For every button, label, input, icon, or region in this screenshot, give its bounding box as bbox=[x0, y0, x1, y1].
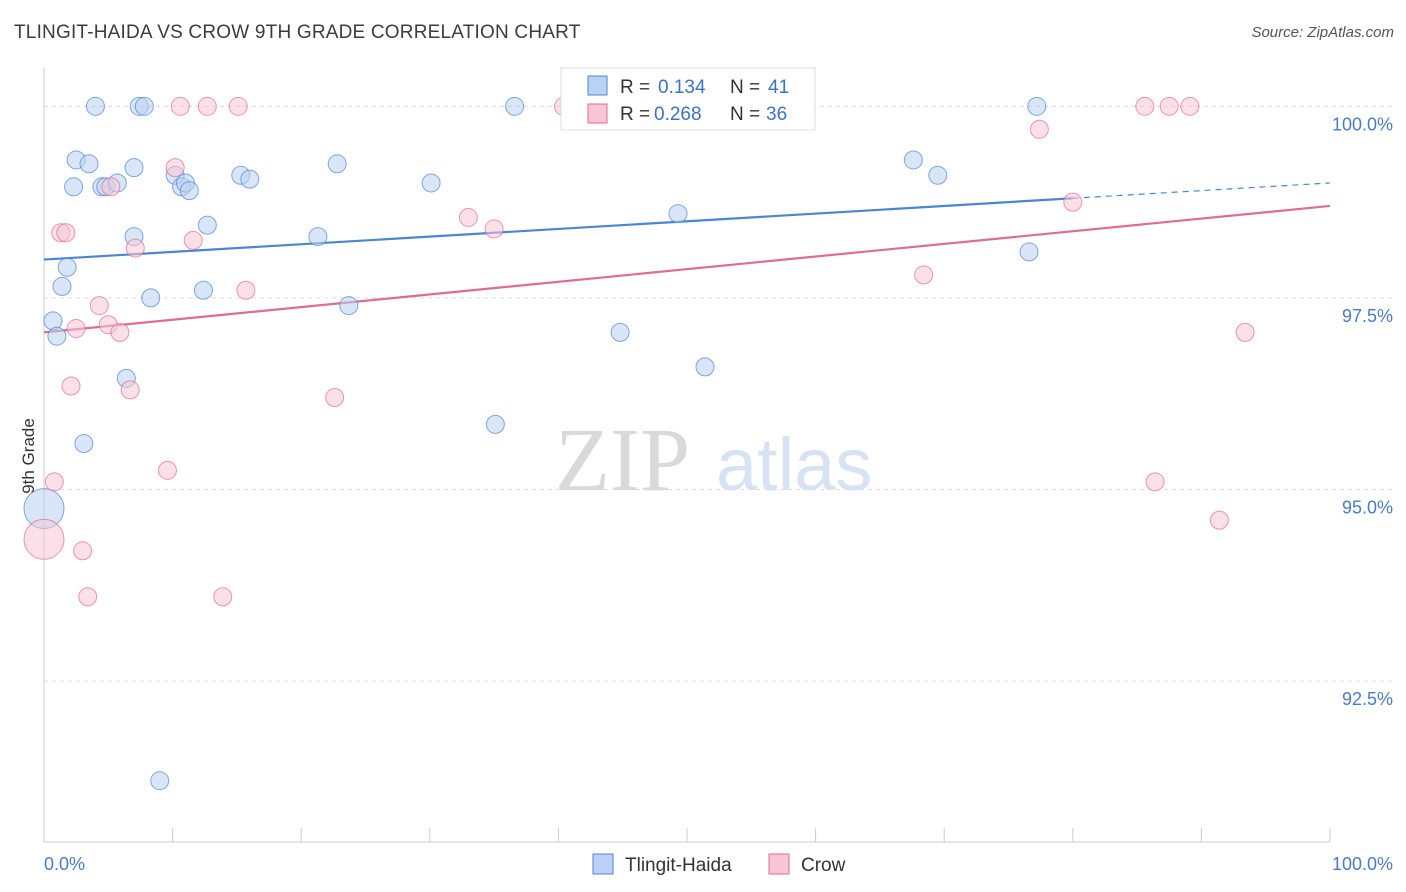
series-legend: Tlingit-Haida Crow bbox=[592, 853, 846, 876]
x-tick-label-right: 100.0% bbox=[1332, 854, 1393, 874]
legend-n-value-tlingit-haida: 41 bbox=[768, 77, 789, 98]
point-crow bbox=[61, 376, 81, 396]
source-credit: Source: ZipAtlas.com bbox=[1251, 24, 1394, 41]
point-crow bbox=[183, 230, 203, 250]
legend-r-value-crow: 0.268 bbox=[654, 104, 702, 125]
point-tlingit-haida bbox=[327, 154, 347, 174]
legend-n-label-2: N = bbox=[730, 104, 760, 125]
trend-line-tlingit-haida bbox=[43, 197, 1073, 261]
point-crow bbox=[101, 177, 121, 197]
point-crow bbox=[1180, 96, 1200, 116]
point-tlingit-haida bbox=[79, 154, 99, 174]
point-crow bbox=[73, 541, 93, 561]
point-tlingit-haida bbox=[610, 322, 630, 342]
point-crow bbox=[110, 322, 130, 342]
legend-n-value-crow: 36 bbox=[766, 104, 787, 125]
point-tlingit-haida bbox=[308, 227, 328, 247]
point-crow bbox=[89, 296, 109, 316]
bottom-legend-swatch-crow bbox=[768, 853, 790, 875]
point-crow bbox=[157, 460, 177, 480]
point-crow bbox=[78, 587, 98, 607]
y-tick-label: 92.5% bbox=[1342, 689, 1393, 709]
bottom-legend-label-crow: Crow bbox=[801, 855, 846, 876]
point-crow bbox=[44, 472, 64, 492]
y-tick-label: 100.0% bbox=[1332, 114, 1393, 134]
point-tlingit-haida bbox=[124, 158, 144, 178]
point-crow bbox=[66, 319, 86, 339]
point-crow bbox=[23, 518, 65, 560]
point-crow bbox=[120, 380, 140, 400]
point-crow bbox=[170, 96, 190, 116]
watermark-zip: ZIP bbox=[555, 411, 690, 510]
point-tlingit-haida bbox=[339, 296, 359, 316]
point-crow bbox=[1063, 192, 1083, 212]
bottom-legend-swatch-tlingit-haida bbox=[592, 853, 614, 875]
point-tlingit-haida bbox=[52, 276, 72, 296]
trend-line-extension bbox=[1072, 182, 1331, 199]
point-tlingit-haida bbox=[668, 204, 688, 224]
point-tlingit-haida bbox=[47, 326, 67, 346]
point-tlingit-haida bbox=[141, 288, 161, 308]
point-crow bbox=[1135, 96, 1155, 116]
point-crow bbox=[213, 587, 233, 607]
legend-n-label-1: N = bbox=[730, 77, 760, 98]
point-tlingit-haida bbox=[928, 165, 948, 185]
point-crow bbox=[197, 96, 217, 116]
point-tlingit-haida bbox=[134, 96, 154, 116]
point-tlingit-haida bbox=[193, 280, 213, 300]
point-crow bbox=[1209, 510, 1229, 530]
watermark-atlas: atlas bbox=[716, 423, 872, 506]
point-tlingit-haida bbox=[57, 257, 77, 277]
chart-title: TLINGIT-HAIDA VS CROW 9TH GRADE CORRELAT… bbox=[14, 22, 581, 43]
point-crow bbox=[1145, 472, 1165, 492]
point-tlingit-haida bbox=[1027, 96, 1047, 116]
data-points bbox=[23, 96, 1255, 791]
point-tlingit-haida bbox=[150, 771, 170, 791]
point-tlingit-haida bbox=[485, 414, 505, 434]
point-tlingit-haida bbox=[505, 96, 525, 116]
y-tick-labels: 100.0% 97.5% 95.0% 92.5% bbox=[1332, 114, 1393, 709]
point-crow bbox=[914, 265, 934, 285]
bottom-legend-label-tlingit-haida: Tlingit-Haida bbox=[625, 855, 732, 876]
legend-swatch-crow bbox=[587, 103, 608, 124]
legend-r-label-1: R = bbox=[620, 77, 650, 98]
point-tlingit-haida bbox=[903, 150, 923, 170]
point-tlingit-haida bbox=[197, 215, 217, 235]
grid-lines bbox=[44, 105, 1393, 682]
x-tick-label-left: 0.0% bbox=[44, 854, 85, 874]
point-tlingit-haida bbox=[240, 169, 260, 189]
legend-swatch-tlingit-haida bbox=[587, 75, 608, 96]
trend-line-crow bbox=[43, 204, 1331, 334]
point-tlingit-haida bbox=[695, 357, 715, 377]
axes bbox=[43, 68, 1331, 843]
point-tlingit-haida bbox=[421, 173, 441, 193]
point-tlingit-haida bbox=[74, 434, 94, 454]
point-tlingit-haida bbox=[85, 96, 105, 116]
point-crow bbox=[1159, 96, 1179, 116]
point-crow bbox=[228, 96, 248, 116]
point-tlingit-haida bbox=[64, 177, 84, 197]
point-tlingit-haida bbox=[179, 181, 199, 201]
point-crow bbox=[125, 238, 145, 258]
legend-r-label-2: R = bbox=[620, 104, 650, 125]
trend-lines bbox=[43, 182, 1331, 334]
correlation-legend: R = 0.134 N = 41 R = 0.268 N = 36 bbox=[560, 67, 816, 131]
y-tick-label: 95.0% bbox=[1342, 497, 1393, 517]
point-crow bbox=[236, 280, 256, 300]
legend-r-value-tlingit-haida: 0.134 bbox=[658, 77, 706, 98]
point-crow bbox=[1029, 119, 1049, 139]
point-crow bbox=[458, 207, 478, 227]
point-crow bbox=[1235, 322, 1255, 342]
point-crow bbox=[325, 388, 345, 408]
point-crow bbox=[165, 158, 185, 178]
point-crow bbox=[56, 223, 76, 243]
point-tlingit-haida bbox=[1019, 242, 1039, 262]
y-axis-title: 9th Grade bbox=[19, 418, 38, 494]
point-crow bbox=[484, 219, 504, 239]
y-tick-label: 97.5% bbox=[1342, 306, 1393, 326]
watermark: ZIP atlas bbox=[555, 411, 872, 510]
